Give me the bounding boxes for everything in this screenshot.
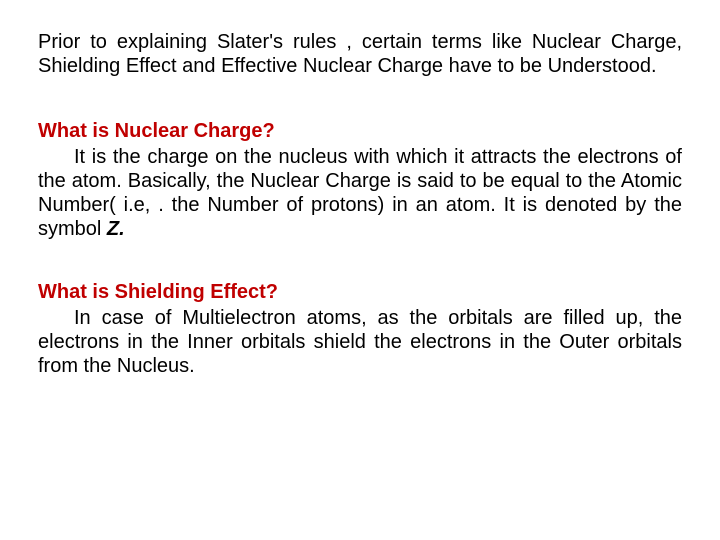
answer-text-1: It is the charge on the nucleus with whi…: [38, 146, 682, 240]
section-nuclear-charge: What is Nuclear Charge? It is the charge…: [38, 118, 682, 241]
intro-paragraph: Prior to explaining Slater's rules , cer…: [38, 30, 682, 78]
symbol-z: Z.: [107, 218, 125, 240]
answer-shielding-effect: In case of Multielectron atoms, as the o…: [38, 306, 682, 378]
answer-nuclear-charge: It is the charge on the nucleus with whi…: [38, 145, 682, 241]
question-shielding-effect: What is Shielding Effect?: [38, 279, 682, 306]
section-shielding-effect: What is Shielding Effect? In case of Mul…: [38, 279, 682, 378]
question-nuclear-charge: What is Nuclear Charge?: [38, 118, 682, 145]
